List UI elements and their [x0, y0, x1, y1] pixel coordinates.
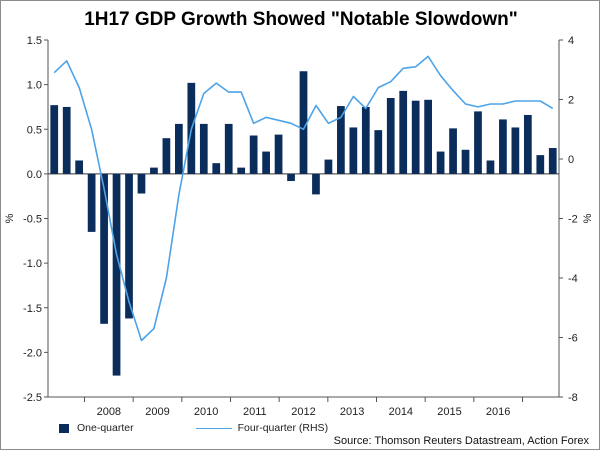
left-tick-label: 1.5: [27, 35, 42, 47]
bar-one-quarter: [112, 173, 121, 376]
bar-one-quarter: [511, 127, 520, 174]
bar-one-quarter: [287, 173, 295, 182]
left-tick-label: 0.0: [27, 169, 42, 181]
bar-one-quarter: [224, 123, 233, 174]
left-tick-label: -0.5: [23, 214, 42, 226]
right-tick-label: -2: [568, 214, 578, 226]
bar-one-quarter: [349, 127, 358, 174]
bar-one-quarter: [50, 105, 59, 174]
bar-one-quarter: [137, 173, 146, 194]
year-label: 2010: [194, 406, 218, 418]
bar-one-quarter: [150, 167, 158, 174]
bar-one-quarter: [237, 167, 246, 174]
bar-one-quarter: [386, 98, 395, 174]
left-tick-label: -1.5: [23, 303, 42, 315]
bar-one-quarter: [274, 134, 283, 174]
bar-one-quarter: [262, 151, 270, 174]
right-axis-label: %: [582, 213, 594, 223]
right-tick-label: -8: [568, 392, 578, 404]
bar-one-quarter: [474, 111, 482, 174]
year-label: 2014: [389, 406, 413, 418]
bar-one-quarter: [361, 106, 370, 174]
bar-one-quarter: [499, 119, 507, 174]
left-tick-label: -2.5: [23, 392, 42, 404]
bar-one-quarter: [75, 160, 84, 174]
bar-one-quarter: [87, 173, 96, 232]
bar-one-quarter: [312, 173, 320, 195]
bar-one-quarter: [299, 71, 308, 174]
left-tick-label: 0.5: [27, 124, 42, 136]
bar-one-quarter: [374, 130, 383, 174]
bar-one-quarter: [212, 163, 221, 174]
legend-label-four-quarter: Four-quarter (RHS): [237, 422, 329, 434]
bar-one-quarter: [175, 123, 183, 174]
bar-one-quarter: [337, 106, 345, 174]
right-tick-label: 2: [568, 95, 574, 107]
bar-one-quarter: [486, 160, 495, 174]
right-tick-label: -6: [568, 333, 578, 345]
left-tick-label: -2.0: [23, 347, 42, 359]
left-axis-label: %: [4, 213, 16, 223]
bar-one-quarter: [324, 159, 333, 174]
year-label: 2011: [243, 406, 267, 418]
year-label: 2009: [145, 406, 169, 418]
bar-one-quarter: [199, 123, 208, 174]
bar-one-quarter: [100, 173, 108, 324]
chart-title: 1H17 GDP Growth Showed "Notable Slowdown…: [84, 9, 518, 30]
left-tick-label: -1.0: [23, 258, 42, 270]
source-note: Source: Thomson Reuters Datastream, Acti…: [333, 435, 589, 447]
year-label: 2016: [486, 406, 510, 418]
bar-one-quarter: [125, 173, 133, 319]
bar-one-quarter: [548, 147, 557, 174]
bar-one-quarter: [536, 155, 545, 174]
right-tick-label: 4: [568, 35, 574, 47]
bar-one-quarter: [461, 149, 470, 174]
year-label: 2012: [291, 406, 315, 418]
bar-one-quarter: [411, 100, 420, 174]
left-tick-label: 1.0: [27, 80, 42, 92]
legend-bar-swatch: [59, 423, 69, 433]
right-tick-label: 0: [568, 154, 574, 166]
bar-one-quarter: [249, 135, 258, 174]
bar-one-quarter: [62, 106, 71, 174]
bar-one-quarter: [399, 90, 408, 174]
legend: One-quarter Four-quarter (RHS): [59, 422, 328, 434]
bar-one-quarter: [449, 128, 457, 174]
legend-line-swatch: [195, 427, 232, 429]
year-label: 2015: [437, 406, 461, 418]
bar-one-quarter: [436, 151, 445, 174]
right-tick-label: -4: [568, 273, 578, 285]
bar-one-quarter: [162, 138, 171, 174]
legend-label-one-quarter: One-quarter: [77, 422, 134, 434]
year-label: 2008: [97, 406, 121, 418]
year-label: 2013: [340, 406, 364, 418]
bar-one-quarter: [424, 99, 432, 174]
bar-one-quarter: [523, 114, 532, 174]
line-four-quarter: [53, 55, 554, 342]
